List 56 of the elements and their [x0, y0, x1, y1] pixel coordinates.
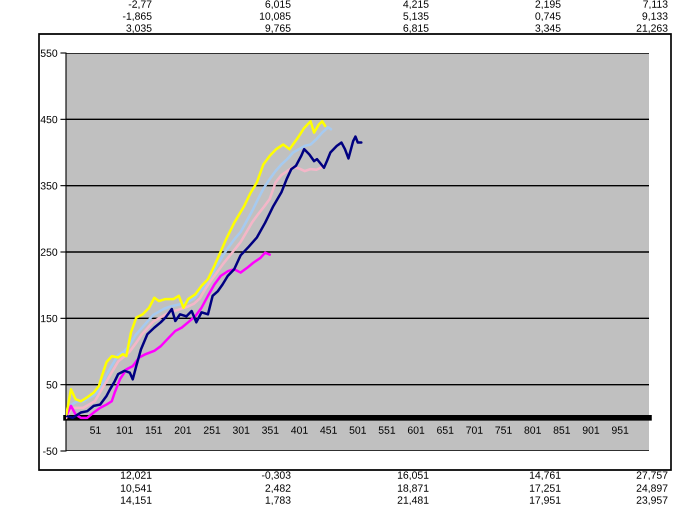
- text: 5,135: [403, 12, 429, 22]
- x-tick-label: 351: [262, 426, 279, 434]
- text: 1,783: [266, 496, 291, 506]
- text: -0,303: [262, 471, 291, 480]
- y-tick-label: 550: [40, 50, 58, 57]
- y-tick-label: 50: [46, 381, 58, 389]
- text: 18,871: [398, 484, 428, 494]
- x-tick-label: 701: [466, 426, 483, 434]
- x-tick-label: 801: [524, 426, 541, 434]
- text: 10,085: [260, 12, 291, 22]
- text: -2,77: [128, 0, 152, 10]
- x-tick-label: 751: [495, 426, 512, 434]
- text: 17,251: [530, 484, 560, 494]
- x-tick-label: 151: [146, 426, 162, 434]
- x-tick-label: 401: [291, 426, 308, 434]
- text: 3,345: [535, 24, 561, 34]
- text: 12,021: [120, 471, 152, 480]
- x-tick-label: 101: [116, 426, 133, 434]
- text: 21,263: [636, 24, 668, 34]
- x-tick-label: 51: [90, 426, 101, 434]
- text: 2,482: [265, 484, 290, 494]
- text: 2,195: [535, 0, 561, 10]
- x-tick-label: 451: [320, 426, 337, 434]
- x-tick-label: 201: [174, 426, 192, 434]
- x-tick-label: 851: [554, 426, 570, 434]
- x-tick-label: 951: [612, 426, 628, 434]
- x-tick-label: 901: [582, 426, 600, 434]
- text: 9,133: [642, 12, 668, 22]
- x-tick-label: 651: [437, 426, 454, 434]
- text: 14,151: [120, 496, 152, 506]
- text: 14,761: [530, 471, 560, 480]
- text: 6,015: [265, 0, 291, 10]
- x-tick-label: 501: [350, 426, 366, 434]
- y-tick-label: 450: [40, 116, 58, 124]
- y-tick-label: 350: [40, 182, 58, 190]
- x-tick-label: 551: [378, 426, 396, 434]
- text: 17,951: [530, 496, 560, 506]
- x-tick-label: 301: [232, 426, 250, 434]
- text: 24,897: [636, 484, 668, 494]
- text: 27,757: [636, 471, 668, 480]
- text: 7,113: [643, 0, 668, 10]
- text: 9,765: [265, 24, 291, 34]
- y-tick-label: 250: [40, 248, 58, 256]
- y-tick-label: -50: [43, 448, 58, 455]
- text: 16,051: [398, 471, 428, 480]
- text: 3,035: [126, 24, 152, 34]
- text: 6,815: [403, 24, 429, 34]
- x-tick-label: 251: [204, 426, 220, 434]
- text: 0,745: [535, 12, 561, 22]
- text: -1,865: [122, 12, 152, 22]
- text: 10,541: [120, 484, 152, 494]
- text: 23,957: [636, 496, 668, 506]
- text: 21,481: [398, 496, 428, 506]
- text: 4,215: [403, 0, 429, 10]
- x-tick-label: 601: [408, 426, 424, 434]
- y-tick-label: 150: [41, 314, 58, 322]
